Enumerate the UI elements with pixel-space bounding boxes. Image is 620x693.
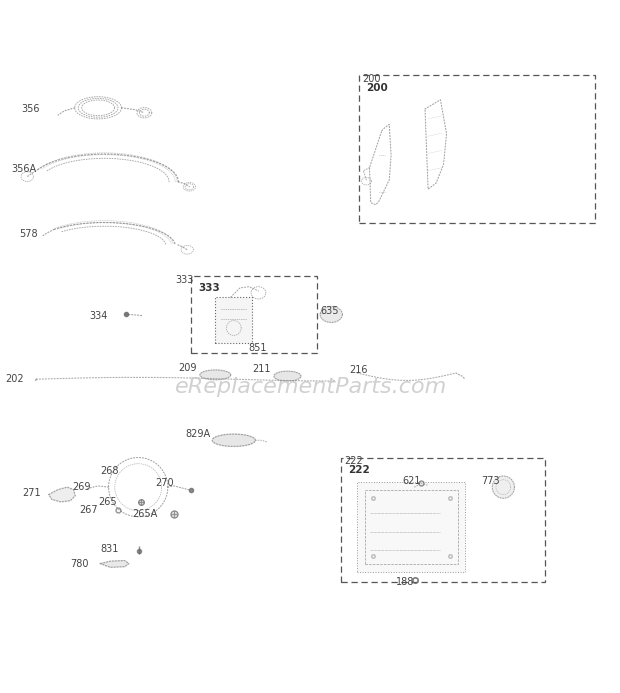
Polygon shape <box>320 306 342 322</box>
Text: 222: 222 <box>348 465 370 475</box>
Text: 578: 578 <box>20 229 38 239</box>
Text: 334: 334 <box>89 310 107 321</box>
Bar <box>340 457 545 582</box>
Text: 333: 333 <box>175 275 193 285</box>
Text: 829A: 829A <box>186 429 211 439</box>
Polygon shape <box>49 487 75 502</box>
Polygon shape <box>274 371 301 381</box>
Bar <box>357 482 465 572</box>
Text: 200: 200 <box>363 74 381 84</box>
Text: 851: 851 <box>248 343 267 353</box>
Polygon shape <box>200 370 231 380</box>
Text: 222: 222 <box>344 455 363 466</box>
Text: 356: 356 <box>21 104 40 114</box>
Text: 271: 271 <box>22 489 41 498</box>
Bar <box>190 276 317 353</box>
Polygon shape <box>100 561 129 568</box>
Polygon shape <box>212 434 255 446</box>
Bar <box>359 75 595 223</box>
Text: 356A: 356A <box>11 164 37 174</box>
Text: 780: 780 <box>70 559 89 569</box>
Text: 773: 773 <box>481 476 500 486</box>
Text: 831: 831 <box>100 544 118 554</box>
Text: 216: 216 <box>349 365 368 375</box>
Text: 270: 270 <box>156 478 174 489</box>
Polygon shape <box>492 476 515 498</box>
Text: eReplacementParts.com: eReplacementParts.com <box>175 376 447 396</box>
Text: 200: 200 <box>366 82 388 92</box>
Bar <box>365 489 458 564</box>
Text: 621: 621 <box>402 476 421 486</box>
Text: 265A: 265A <box>133 509 158 519</box>
Text: 267: 267 <box>79 505 98 515</box>
Text: 265: 265 <box>99 497 117 507</box>
Text: 268: 268 <box>100 466 118 476</box>
Text: 188: 188 <box>396 577 414 587</box>
Bar <box>215 297 252 344</box>
Text: 269: 269 <box>72 482 91 492</box>
Text: 333: 333 <box>198 283 219 293</box>
Text: 211: 211 <box>252 364 271 374</box>
Text: 202: 202 <box>6 374 24 384</box>
Text: 635: 635 <box>320 306 339 316</box>
Text: 209: 209 <box>179 363 197 373</box>
